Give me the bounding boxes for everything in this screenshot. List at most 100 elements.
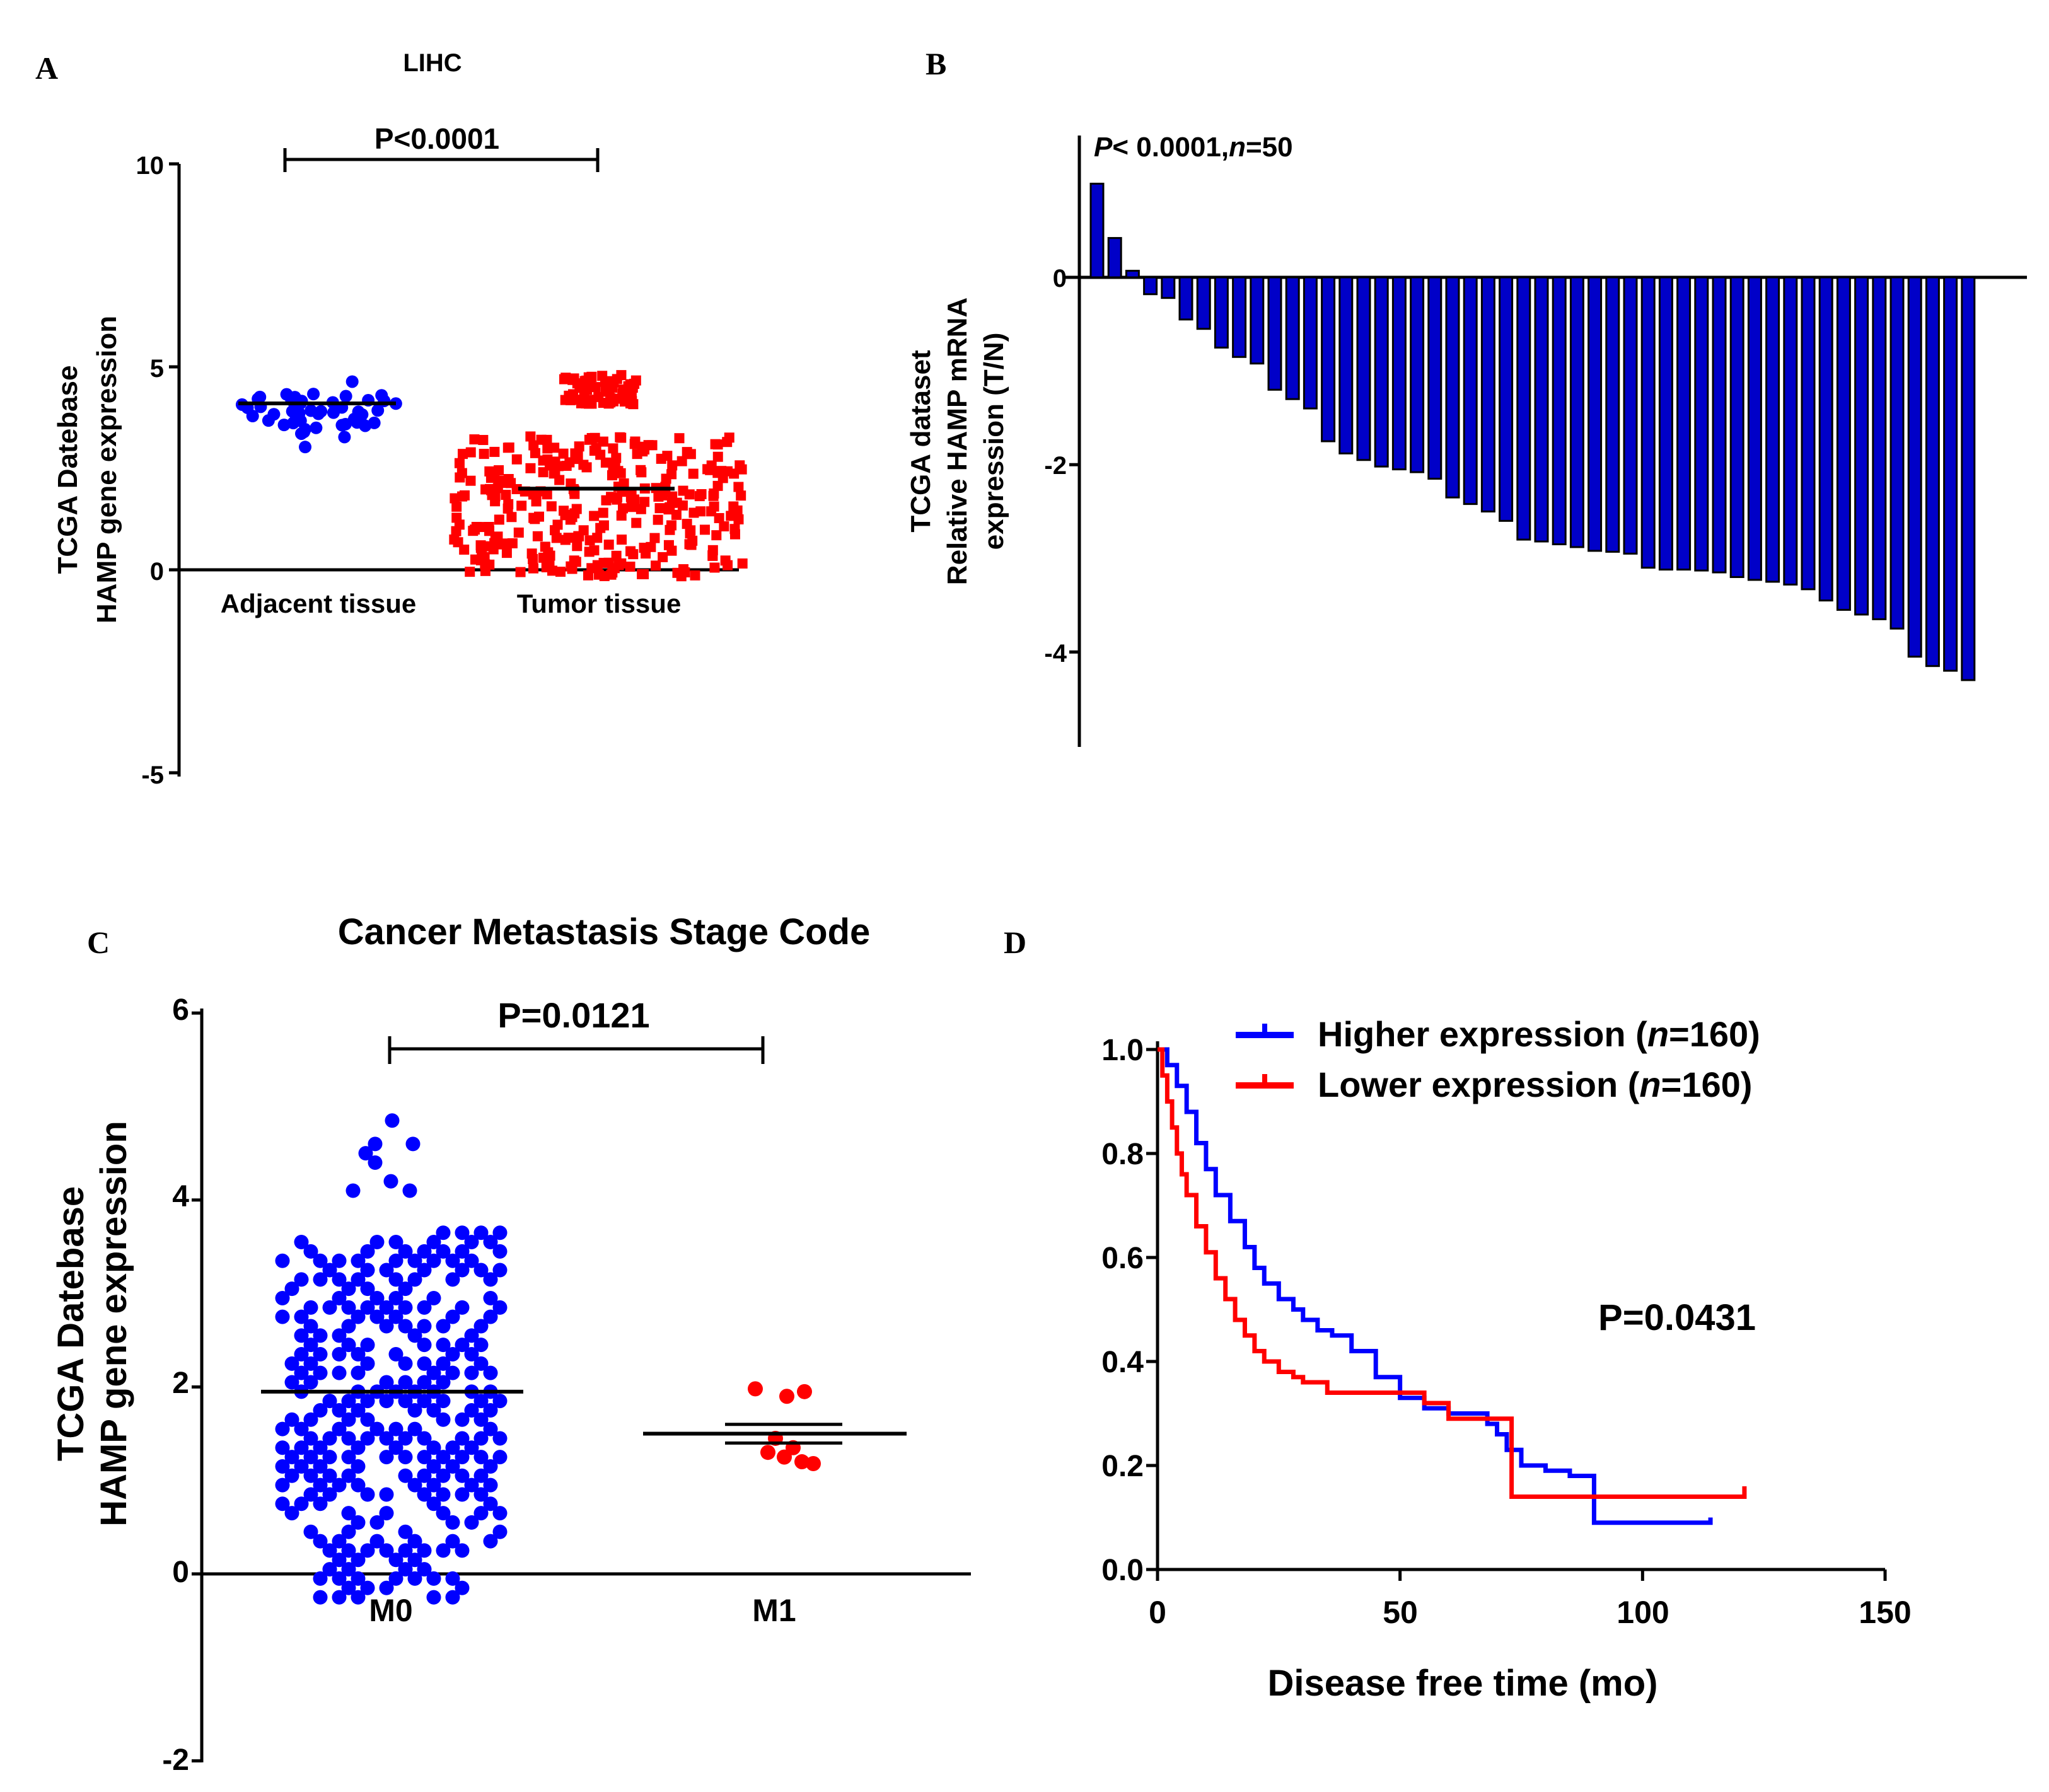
panel-c-m0-point — [332, 1328, 347, 1343]
panel-c-m0-point — [473, 1356, 489, 1371]
panel-c-m0-point — [398, 1468, 413, 1483]
panel-a-adjacent-point — [368, 416, 381, 429]
panel-a-adjacent-point — [352, 405, 365, 419]
panel-a-tumor-point — [477, 547, 487, 558]
panel-a-tumor-point — [498, 478, 509, 488]
panel-b-pvalue-rest: < 0.0001, — [1112, 132, 1229, 163]
panel-c-m1-point — [797, 1384, 812, 1399]
panel-c-m0-point — [436, 1319, 451, 1334]
panel-c-m0-point — [332, 1365, 347, 1380]
panel-c-m0-point — [358, 1146, 373, 1161]
panel-c-m0-point — [313, 1365, 328, 1380]
panel-c-m0-point — [436, 1356, 451, 1371]
panel-a-tumor-point — [555, 567, 566, 577]
panel-c-m0-point — [426, 1590, 441, 1605]
panel-a-tumor-point — [455, 472, 465, 483]
panel-d-higher-expression-curve — [1158, 1047, 1713, 1525]
panel-a-tumor-point — [578, 460, 589, 470]
panel-a-adjacent-point — [339, 417, 352, 431]
panel-b-bar — [1125, 270, 1140, 279]
panel-a-tumor-point — [649, 533, 660, 543]
panel-d-y-tick-label: 0.2 — [1101, 1450, 1144, 1483]
panel-a-tumor-point — [600, 376, 610, 387]
panel-c-m0-point — [360, 1412, 375, 1427]
panel-b-bar — [1321, 276, 1336, 442]
panel-c-m0-point — [322, 1468, 337, 1483]
panel-c-m0-point — [284, 1375, 299, 1390]
panel-c-m0-point — [473, 1450, 489, 1465]
panel-c-m0-point — [426, 1402, 441, 1418]
panel-a-tumor-point — [586, 563, 597, 574]
panel-c-m0-point — [426, 1477, 441, 1493]
panel-c-m0-point — [417, 1356, 432, 1371]
panel-a-tumor-point — [658, 552, 668, 562]
panel-d-lower-expression-curve — [1158, 1047, 1747, 1499]
panel-a-tumor-point — [654, 503, 665, 514]
panel-a-tumor-point — [574, 383, 585, 393]
panel-c-y-tick-label: 4 — [172, 1180, 189, 1213]
panel-c-m0-point — [417, 1468, 432, 1483]
panel-a-points — [235, 370, 748, 582]
panel-c-m0-point — [436, 1543, 451, 1558]
panel-c-letter: C — [87, 925, 110, 960]
panel-a-y-tick-marks — [169, 162, 179, 775]
panel-b-bar — [1250, 276, 1265, 365]
panel-b-bar — [1480, 276, 1495, 512]
panel-a-tumor-point — [677, 500, 688, 511]
panel-b-y-label-line3: expression (T/N) — [978, 333, 1009, 550]
panel-c-m0-point — [455, 1468, 470, 1483]
panel-c-m0-point — [445, 1534, 460, 1549]
panel-c-m0-point — [388, 1421, 403, 1436]
panel-a-tumor-point — [553, 461, 564, 471]
legend-lower-suffix: =160) — [1661, 1065, 1753, 1104]
panel-a-tumor-point — [484, 522, 494, 533]
panel-a-letter: A — [35, 50, 58, 86]
panel-c-m0-point — [417, 1263, 432, 1278]
panel-b-bar — [1836, 276, 1851, 611]
panel-a-tumor-point — [469, 434, 480, 445]
panel-a-tumor-point — [511, 483, 522, 494]
panel-c-m1-point — [806, 1456, 821, 1472]
panel-a-tumor-point — [451, 512, 462, 523]
panel-c-m0-point — [275, 1496, 290, 1512]
panel-c-m0-point — [483, 1309, 498, 1324]
panel-a-tumor-point — [709, 501, 719, 512]
panel-a-tumor-point — [712, 468, 723, 478]
panel-c-m0-point — [332, 1590, 347, 1605]
panel-c-m0-point — [369, 1235, 385, 1250]
panel-c-m0-point — [275, 1459, 290, 1474]
panel-a-tumor-point — [639, 497, 650, 507]
panel-c-m0-point — [455, 1431, 470, 1446]
panel-a-tumor-point — [530, 448, 540, 458]
panel-b-pvalue-prefix: P — [1094, 132, 1113, 163]
panel-a-tumor-point — [629, 494, 640, 505]
panel-b-bar — [1588, 276, 1603, 552]
panel-c-m0-point — [332, 1477, 347, 1493]
panel-c-m0-point — [294, 1309, 309, 1324]
panel-a-tumor-point — [628, 549, 639, 560]
panel-c-m0-point — [426, 1291, 441, 1306]
panel-a-tumor-point — [657, 490, 668, 500]
panel-a-tumor-point — [639, 444, 650, 455]
panel-a-tumor-point — [542, 443, 553, 454]
panel-c-m0-point — [341, 1338, 356, 1353]
panel-d-y-tick-label: 1.0 — [1101, 1034, 1144, 1067]
panel-c-m1-point — [760, 1445, 775, 1460]
panel-c-m0-point — [341, 1431, 356, 1446]
panel-c-m0-point — [379, 1300, 394, 1315]
panel-c-m0-point — [464, 1365, 479, 1380]
panel-c-m0-point — [379, 1394, 394, 1409]
panel-c-m0-point — [426, 1571, 441, 1586]
panel-c-m0-point — [445, 1571, 460, 1586]
panel-c-m0-point — [388, 1235, 403, 1250]
panel-a-tumor-point — [451, 501, 462, 512]
panel-c-m0-point — [445, 1272, 460, 1287]
panel-a-tumor-point — [598, 520, 609, 531]
panel-c-significance-bracket — [388, 1036, 765, 1064]
panel-c-m0-point — [483, 1496, 498, 1512]
panel-c-m0-point — [303, 1356, 318, 1371]
panel-c-m0-point — [464, 1235, 479, 1250]
panel-a-tumor-point — [639, 569, 649, 579]
panel-c-m0-point — [402, 1183, 417, 1198]
panel-a-tumor-point — [680, 567, 690, 578]
